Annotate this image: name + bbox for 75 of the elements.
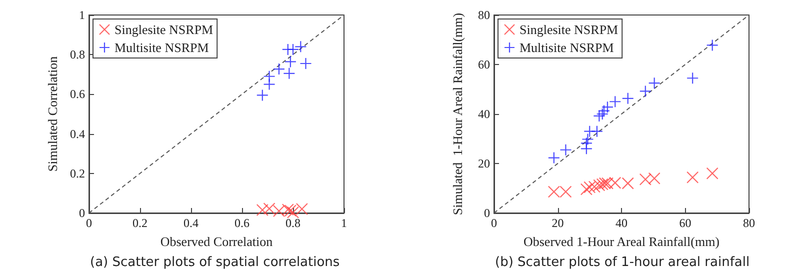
y-tick-label: 0.4 xyxy=(70,126,85,141)
y-tick-label: 0.2 xyxy=(70,166,85,180)
point xyxy=(622,177,634,190)
point xyxy=(580,137,592,150)
point xyxy=(598,104,610,117)
y-tick-label: 80 xyxy=(478,8,490,22)
point xyxy=(639,85,652,98)
point xyxy=(560,144,572,156)
point xyxy=(648,77,660,90)
x-tick-label: 1 xyxy=(341,216,347,230)
y-tick-label: 20 xyxy=(478,156,490,170)
point xyxy=(548,152,560,164)
point xyxy=(588,180,600,193)
x-tick-label: 20 xyxy=(552,216,564,230)
point xyxy=(296,202,308,216)
x-tick-label: 0.6 xyxy=(234,216,250,230)
point xyxy=(282,204,294,216)
point xyxy=(286,43,300,56)
y-tick-label: 0 xyxy=(79,206,85,220)
x-tick-label: 60 xyxy=(679,216,692,230)
point xyxy=(256,204,268,216)
point xyxy=(548,186,560,198)
legend-label: Singlesite NSRPM xyxy=(520,22,619,37)
text: (a) Scatter plots of spatial correlations xyxy=(90,255,340,270)
legend-label: Multisite NSRPM xyxy=(114,40,210,55)
point xyxy=(706,167,718,180)
point xyxy=(686,171,699,184)
point xyxy=(560,186,572,198)
point xyxy=(263,78,276,90)
point xyxy=(580,183,592,196)
y-tick-label: 0 xyxy=(484,206,490,220)
point xyxy=(609,176,622,189)
y-axis-title: Simulated 1-Hour Areal Rainfall(mm) xyxy=(450,12,465,216)
y-axis-title: Simulated Correlation xyxy=(45,56,60,172)
point xyxy=(648,172,660,184)
point xyxy=(593,110,606,122)
point xyxy=(596,178,608,190)
x-tick-label: 0.2 xyxy=(132,216,148,230)
point xyxy=(593,179,606,192)
point xyxy=(622,92,634,104)
y-tick-label: 1 xyxy=(79,8,85,22)
text: (b) Scatter plots of 1-hour areal rainfall xyxy=(495,255,750,270)
point xyxy=(639,173,652,186)
point xyxy=(590,125,604,138)
point xyxy=(686,72,699,84)
y-tick-label: 0.6 xyxy=(70,87,85,102)
point xyxy=(263,202,276,215)
point xyxy=(286,206,300,218)
x-axis-title: Observed Correlation xyxy=(160,234,274,249)
x-tick-label: 0.4 xyxy=(184,216,198,230)
point xyxy=(584,181,596,194)
point xyxy=(284,204,296,217)
x-tick-label: 80 xyxy=(743,216,755,230)
point xyxy=(596,108,608,120)
point xyxy=(272,63,286,76)
point xyxy=(601,101,614,114)
point xyxy=(284,56,296,68)
y-tick-label: 60 xyxy=(478,58,490,72)
point xyxy=(300,57,312,70)
point xyxy=(609,96,622,108)
point xyxy=(598,177,611,190)
x-tick-label: 40 xyxy=(616,216,628,230)
x-axis-title: Observed 1-Hour Areal Rainfall(mm) xyxy=(523,234,720,249)
y-tick-label: 40 xyxy=(478,107,490,121)
legend-label: Singlesite NSRPM xyxy=(114,22,214,37)
y-tick-label: 0.8 xyxy=(70,48,85,62)
point xyxy=(706,39,718,52)
point xyxy=(272,204,286,218)
point xyxy=(256,89,268,102)
point xyxy=(582,133,594,146)
x-tick-label: 0.8 xyxy=(286,216,300,230)
legend-label: Multisite NSRPM xyxy=(520,40,614,55)
point xyxy=(283,67,296,80)
point xyxy=(294,40,307,53)
point xyxy=(601,177,614,190)
